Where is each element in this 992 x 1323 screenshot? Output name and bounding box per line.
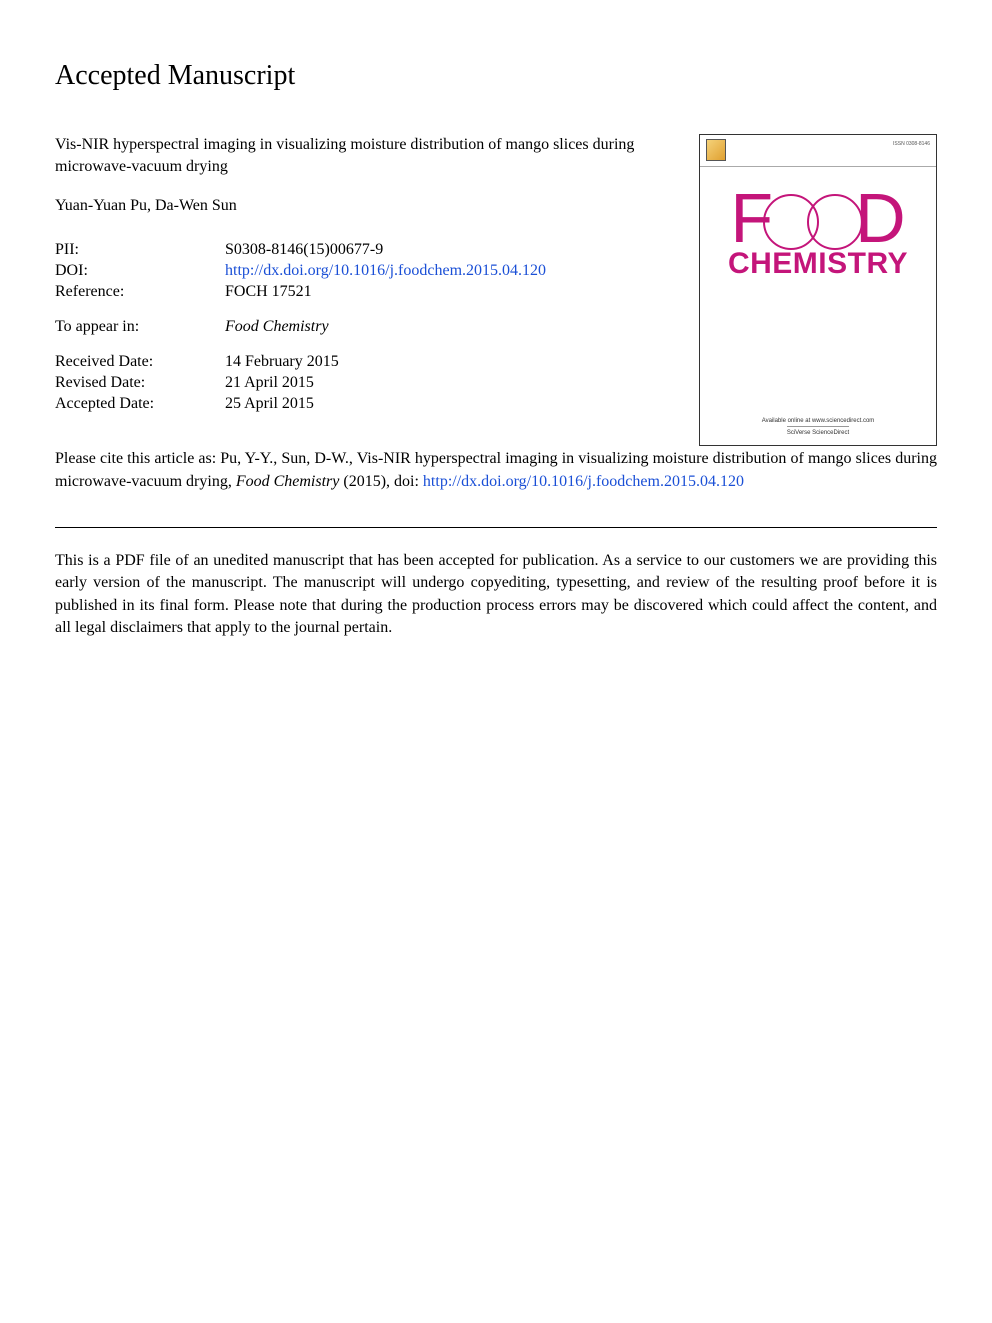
sciencedirect-text: SciVerse ScienceDirect [787, 426, 849, 437]
metadata-column: Vis-NIR hyperspectral imaging in visuali… [55, 134, 665, 416]
citation-journal: Food Chemistry [236, 473, 340, 490]
received-value: 14 February 2015 [225, 353, 546, 374]
pii-value: S0308-8146(15)00677-9 [225, 241, 546, 262]
doi-label: DOI: [55, 262, 225, 283]
received-label: Received Date: [55, 353, 225, 374]
table-row: Reference: FOCH 17521 [55, 283, 546, 304]
journal-logo-area: F D CHEMISTRY [700, 167, 936, 281]
appear-value: Food Chemistry [225, 318, 546, 339]
reference-value: FOCH 17521 [225, 283, 546, 304]
cover-availability-text: Available online at www.sciencedirect.co… [700, 417, 936, 425]
logo-letter-d: D [855, 183, 906, 253]
cover-issn-text: ISSN 0308-8146 [893, 141, 930, 147]
citation-doi-link[interactable]: http://dx.doi.org/10.1016/j.foodchem.201… [423, 473, 744, 490]
cover-footer: Available online at www.sciencedirect.co… [700, 417, 936, 437]
reference-label: Reference: [55, 283, 225, 304]
elsevier-logo-icon [706, 139, 726, 161]
logo-oo-icon [763, 183, 863, 253]
metadata-table: PII: S0308-8146(15)00677-9 DOI: http://d… [55, 241, 546, 416]
article-title: Vis-NIR hyperspectral imaging in visuali… [55, 134, 665, 177]
pii-label: PII: [55, 241, 225, 262]
citation-paragraph: Please cite this article as: Pu, Y-Y., S… [55, 448, 937, 493]
revised-label: Revised Date: [55, 374, 225, 395]
section-divider [55, 527, 937, 528]
accepted-value: 25 April 2015 [225, 395, 546, 416]
table-row: Received Date: 14 February 2015 [55, 353, 546, 374]
authors-line: Yuan-Yuan Pu, Da-Wen Sun [55, 197, 665, 215]
journal-cover-thumbnail: ISSN 0308-8146 F D CHEMISTRY Available o… [699, 134, 937, 446]
table-row: Revised Date: 21 April 2015 [55, 374, 546, 395]
doi-link[interactable]: http://dx.doi.org/10.1016/j.foodchem.201… [225, 262, 546, 279]
table-row: Accepted Date: 25 April 2015 [55, 395, 546, 416]
table-row: PII: S0308-8146(15)00677-9 [55, 241, 546, 262]
table-row: To appear in: Food Chemistry [55, 318, 546, 339]
manuscript-header-block: Vis-NIR hyperspectral imaging in visuali… [55, 134, 937, 416]
table-row: DOI: http://dx.doi.org/10.1016/j.foodche… [55, 262, 546, 283]
logo-chemistry-word: CHEMISTRY [728, 247, 908, 281]
revised-value: 21 April 2015 [225, 374, 546, 395]
disclaimer-paragraph: This is a PDF file of an unedited manusc… [55, 550, 937, 640]
cover-header-strip: ISSN 0308-8146 [700, 135, 936, 167]
food-chemistry-logo: F D CHEMISTRY [728, 183, 908, 281]
appear-label: To appear in: [55, 318, 225, 339]
accepted-label: Accepted Date: [55, 395, 225, 416]
page-heading: Accepted Manuscript [55, 60, 937, 92]
citation-year: (2015), doi: [339, 473, 423, 490]
